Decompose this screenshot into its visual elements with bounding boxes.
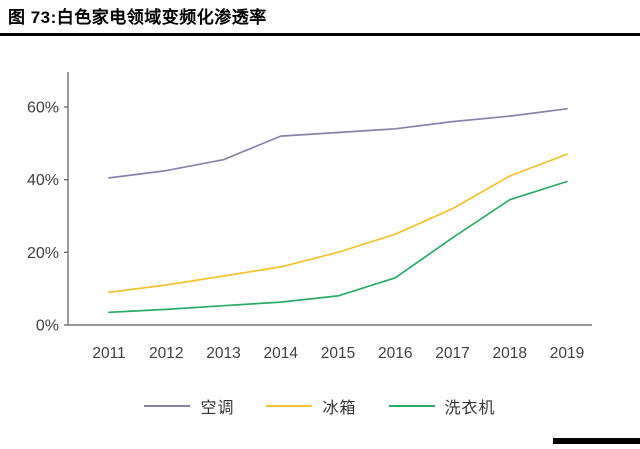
- x-tick-label: 2019: [550, 345, 584, 362]
- figure-title-bar: 图 73:白色家电领域变频化渗透率: [0, 0, 640, 36]
- x-tick-label: 2014: [264, 345, 299, 362]
- footer-rule: [553, 438, 640, 444]
- legend-item-air-conditioner: 空调: [144, 394, 234, 418]
- series-line-refrigerator: [108, 153, 568, 294]
- figure-title: 图 73:白色家电领域变频化渗透率: [8, 8, 267, 27]
- y-tick-label: 40%: [27, 172, 59, 189]
- x-tick-label: 2016: [378, 345, 412, 362]
- x-tick-label: 2012: [149, 345, 183, 362]
- legend-item-refrigerator: 冰箱: [266, 394, 356, 418]
- series-line-washing-machine: [108, 180, 568, 314]
- x-tick-label: 2013: [206, 345, 240, 362]
- y-tick-label: 0%: [36, 318, 59, 335]
- legend-item-washing-machine: 洗衣机: [388, 394, 496, 418]
- legend-label-refrigerator: 冰箱: [322, 400, 357, 417]
- legend-swatch-washing-machine: [388, 405, 435, 407]
- x-tick-label: 2015: [321, 345, 355, 362]
- chart-legend: 空调 冰箱 洗衣机: [0, 394, 640, 418]
- x-tick-label: 2011: [92, 345, 125, 362]
- legend-swatch-refrigerator: [266, 405, 313, 407]
- series-line-air-conditioner: [108, 107, 568, 179]
- y-tick-label: 20%: [27, 245, 59, 262]
- legend-swatch-air-conditioner: [144, 405, 191, 407]
- x-tick-label: 2018: [493, 345, 527, 362]
- y-tick-label: 60%: [27, 100, 59, 117]
- legend-label-washing-machine: 洗衣机: [444, 400, 496, 417]
- legend-label-air-conditioner: 空调: [200, 400, 235, 417]
- x-tick-label: 2017: [435, 345, 469, 362]
